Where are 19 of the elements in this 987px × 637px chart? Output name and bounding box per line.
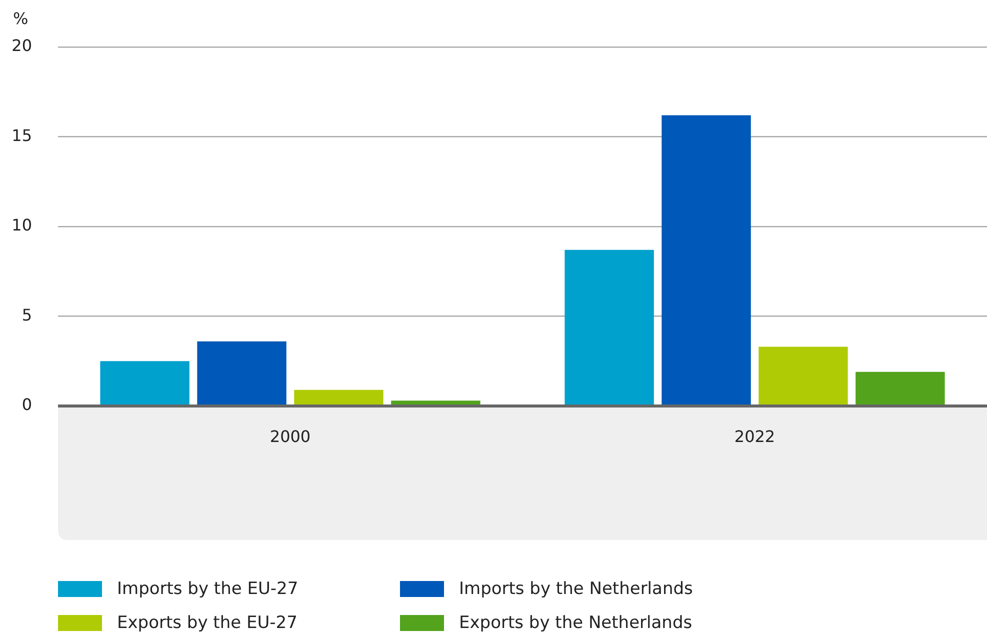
bar bbox=[294, 390, 384, 406]
bar bbox=[564, 250, 654, 406]
bar bbox=[856, 372, 945, 406]
x-tick-label: 2000 bbox=[270, 426, 311, 446]
bar bbox=[758, 346, 848, 406]
legend-label: Imports by the EU-27 bbox=[117, 579, 298, 599]
y-tick-label: 10 bbox=[12, 216, 32, 235]
legend-label: Imports by the Netherlands bbox=[459, 579, 693, 599]
y-tick-label: 15 bbox=[12, 126, 32, 145]
y-axis-title: % bbox=[13, 9, 28, 28]
bar bbox=[662, 115, 751, 406]
legend-label: Exports by the EU-27 bbox=[117, 613, 298, 633]
bar bbox=[100, 361, 190, 406]
y-tick-label: 0 bbox=[22, 395, 32, 414]
legend-label: Exports by the Netherlands bbox=[459, 613, 692, 633]
y-tick-label: 20 bbox=[12, 36, 32, 56]
bar bbox=[197, 341, 286, 406]
x-tick-label: 2022 bbox=[734, 426, 776, 446]
y-tick-label: 5 bbox=[22, 305, 32, 324]
